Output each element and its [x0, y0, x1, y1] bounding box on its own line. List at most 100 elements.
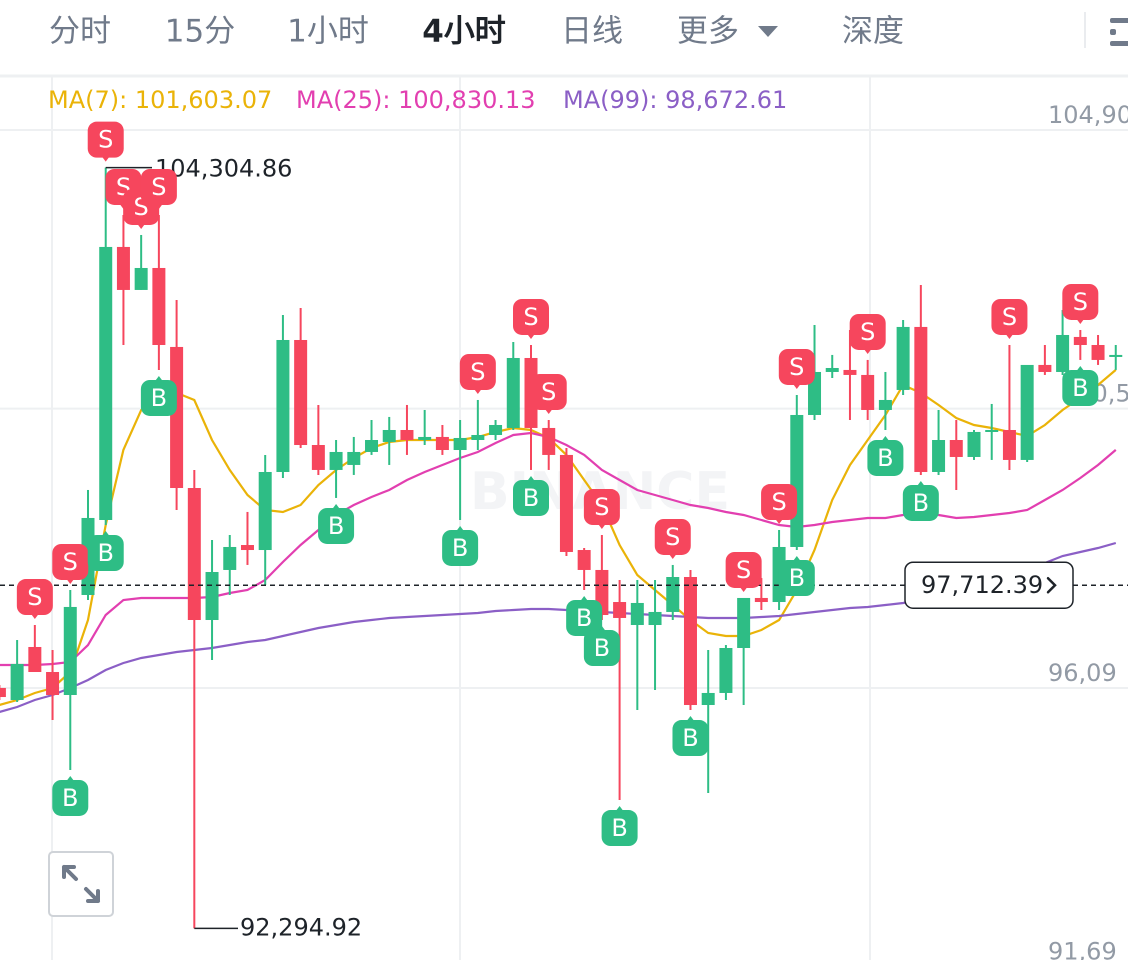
- buy-marker: B: [87, 530, 124, 571]
- marker-label: B: [151, 384, 167, 412]
- y-tick-label: 104,90: [1048, 101, 1128, 129]
- candle-body: [134, 267, 148, 290]
- candle-body: [170, 346, 184, 489]
- marker-label: S: [523, 303, 538, 331]
- extreme-labels: 104,304.86 92,294.92: [105, 155, 362, 941]
- candle-body: [347, 451, 361, 465]
- marker-badge: [778, 560, 815, 597]
- buy-marker: B: [778, 556, 815, 597]
- buy-marker: B: [52, 775, 89, 816]
- ma-line: [0, 369, 1117, 706]
- candle-body: [435, 436, 449, 451]
- grid: [0, 128, 1128, 689]
- candle-body: [683, 576, 697, 706]
- candle-body: [630, 602, 644, 626]
- candle-body: [719, 648, 733, 693]
- marker-label: S: [1002, 303, 1017, 331]
- marker-badge: [318, 507, 355, 544]
- sell-marker: S: [459, 353, 496, 394]
- buy-marker: B: [902, 480, 939, 521]
- candle-body: [46, 672, 60, 695]
- marker-badge: [867, 439, 904, 476]
- marker-badge: [16, 579, 53, 616]
- tab[interactable]: 4小时: [422, 14, 506, 50]
- marker-label: B: [789, 564, 805, 592]
- candle-body: [825, 367, 839, 372]
- candle-body: [311, 445, 325, 470]
- candle-body: [116, 246, 130, 290]
- sell-marker: S: [52, 543, 89, 584]
- buy-marker: B: [442, 525, 479, 566]
- sell-marker: S: [87, 121, 124, 162]
- buy-marker: B: [583, 626, 620, 667]
- tab[interactable]: 15分: [165, 14, 235, 50]
- candle-body: [1109, 354, 1123, 357]
- candle-body: [382, 429, 396, 442]
- sell-marker: S: [654, 518, 691, 559]
- marker-label: B: [97, 539, 113, 567]
- candle-body: [648, 611, 662, 626]
- marker-label: S: [665, 523, 680, 551]
- icon-bar: [1110, 41, 1128, 46]
- marker-badge: [513, 479, 549, 516]
- marker-badge: [140, 168, 177, 205]
- buy-marker: B: [601, 806, 638, 847]
- marker-label: S: [860, 318, 875, 346]
- y-tick-label: 96,09: [1048, 659, 1117, 687]
- candle-body: [861, 374, 875, 410]
- candle-body: [914, 326, 928, 472]
- tab[interactable]: 日线: [561, 14, 623, 50]
- marker-label: S: [27, 583, 42, 611]
- marker-badge: [991, 298, 1028, 335]
- candle-body: [99, 246, 113, 520]
- marker-badge: [778, 348, 815, 385]
- tab[interactable]: 更多: [677, 14, 739, 50]
- marker-label: S: [736, 556, 751, 584]
- sell-marker: S: [530, 373, 567, 414]
- candle-body: [10, 663, 24, 700]
- marker-label: S: [98, 126, 113, 154]
- last-price[interactable]: 97,712.39: [0, 561, 1128, 609]
- tab[interactable]: 深度: [842, 14, 904, 50]
- candle-body: [1073, 336, 1087, 345]
- candle-body: [967, 431, 981, 457]
- candle-body: [932, 440, 946, 472]
- marker-badge: [530, 373, 567, 410]
- tab[interactable]: 1小时: [287, 14, 369, 50]
- legend-entry: MA(99): 98,672.61: [563, 86, 787, 114]
- marker-badge: [725, 551, 762, 588]
- candle-body: [542, 427, 556, 455]
- chevron: [1046, 576, 1057, 594]
- marker-badge: [601, 810, 638, 847]
- sell-marker: S: [725, 551, 762, 592]
- candle-body: [28, 646, 42, 673]
- buy-marker: B: [672, 716, 709, 757]
- candle-body: [1020, 364, 1034, 460]
- marker-badge: [442, 529, 479, 566]
- marker-badge: [459, 353, 496, 390]
- candle-body: [471, 434, 485, 440]
- more-caret[interactable]: [758, 26, 778, 37]
- marker-label: B: [913, 489, 929, 517]
- marker-label: B: [682, 724, 698, 752]
- marker-badge: [513, 298, 549, 335]
- marker-badge: [52, 543, 89, 580]
- marker-label: B: [611, 814, 627, 842]
- tab[interactable]: 分时: [49, 14, 111, 50]
- sell-marker: S: [583, 489, 620, 530]
- buy-marker: B: [318, 503, 355, 544]
- marker-badge: [672, 720, 709, 757]
- candle-body: [418, 436, 432, 440]
- marker-label: B: [523, 484, 539, 512]
- marker-label: B: [877, 444, 893, 472]
- fullscreen-button[interactable]: [48, 851, 114, 917]
- sell-marker: S: [16, 579, 53, 620]
- candle-body: [701, 692, 715, 706]
- candle-body: [63, 606, 77, 695]
- legend-entry: MA(7): 101,603.07: [48, 86, 272, 114]
- settings-icon[interactable]: [1110, 18, 1128, 46]
- buy-marker: B: [140, 375, 177, 416]
- marker-badge: [87, 534, 124, 571]
